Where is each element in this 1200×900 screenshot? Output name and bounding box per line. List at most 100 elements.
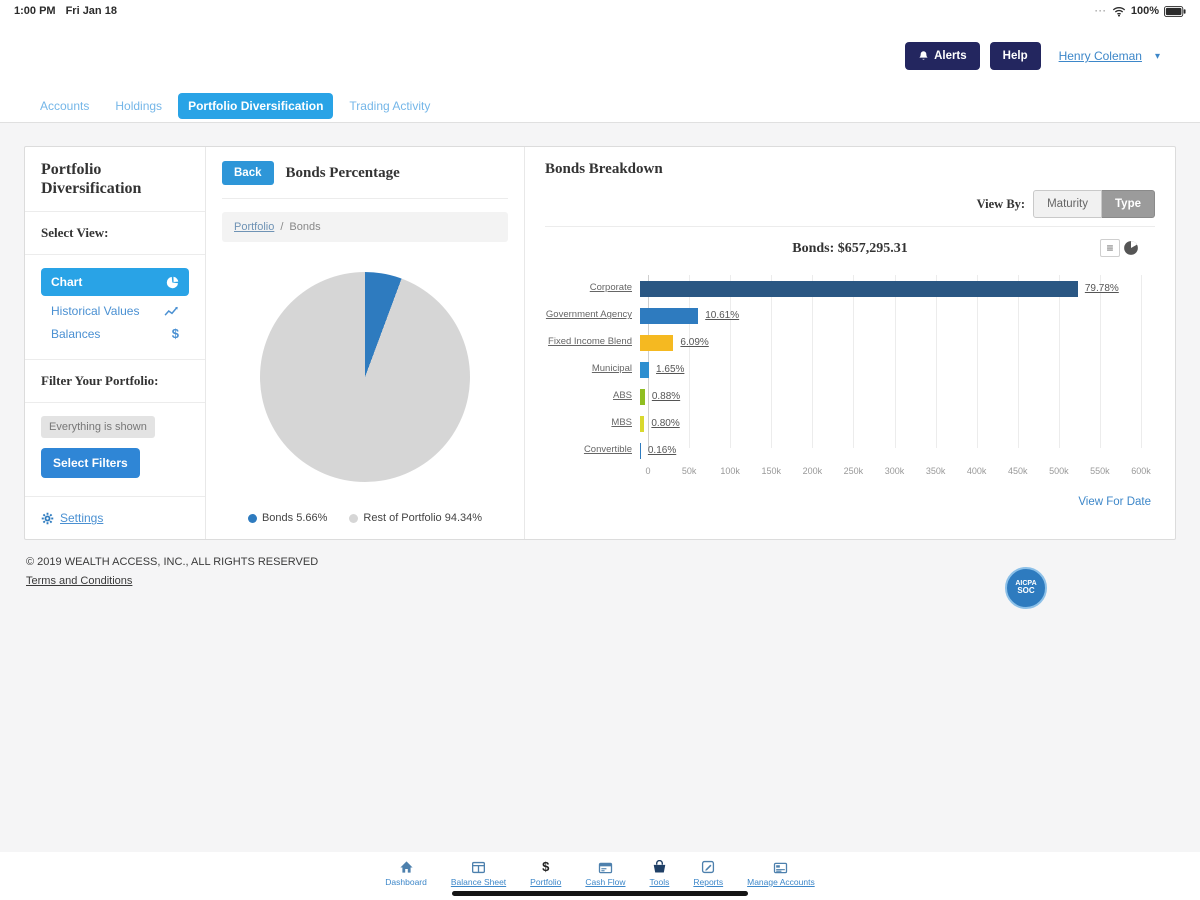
bar-category-link[interactable]: MBS [611,417,632,429]
breadcrumb-separator: / [280,221,284,233]
gridline [1017,275,1019,448]
home-icon [399,858,414,874]
bar-fixed-income-blend[interactable] [640,334,674,351]
bar-zone: 0.16% [640,442,1141,459]
bonds-breakdown-title: Bonds Breakdown [545,161,663,177]
tab-accounts[interactable]: Accounts [40,99,90,113]
bar-row-fixed-income-blend: Fixed Income Blend 6.09% [545,329,1155,356]
alerts-label: Alerts [934,50,967,62]
view-by-type[interactable]: Type [1102,190,1155,218]
bar-zone: 1.65% [640,361,1141,378]
user-name: Henry Coleman [1058,49,1142,63]
view-list: Chart Historical Values Balances $ [25,255,205,361]
x-tick-label: 500k [1049,466,1069,476]
tab-trading-activity[interactable]: Trading Activity [349,99,431,113]
bar-category-link[interactable]: Convertible [583,444,632,456]
x-tick-label: 300k [884,466,905,476]
user-menu[interactable]: Henry Coleman [1059,49,1142,63]
bottom-nav-balance-sheet[interactable]: Balance Sheet [451,858,506,887]
x-tick-label: 600k [1131,466,1151,476]
legend-item[interactable]: Rest of Portfolio 94.34% [349,512,482,524]
bar-percent-link[interactable]: 0.88% [651,391,681,402]
bar-convertible[interactable] [640,442,641,459]
balance-sheet-icon [471,858,486,874]
gridline [771,275,773,448]
bar-government-agency[interactable] [640,307,699,324]
help-label: Help [1002,50,1028,62]
view-by-maturity[interactable]: Maturity [1033,190,1102,218]
gridline [894,275,896,448]
bar-percent-link[interactable]: 10.61% [705,310,740,321]
tab-holdings[interactable]: Holdings [115,99,163,113]
gridline [812,275,814,448]
bottom-nav-cash-flow[interactable]: Cash Flow [585,858,626,887]
alerts-button[interactable]: Alerts [905,42,980,70]
x-tick-label: 350k [925,466,946,476]
bar-category-link[interactable]: Fixed Income Blend [548,336,632,348]
bar-category-link[interactable]: Municipal [591,363,632,375]
view-by-label: View By: [976,196,1026,211]
pie-chart[interactable] [260,272,470,482]
bar-corporate[interactable] [640,280,1078,297]
gridline [976,275,978,448]
help-button[interactable]: Help [989,42,1041,70]
home-indicator[interactable] [452,891,748,896]
bar-mbs[interactable] [640,415,645,432]
chevron-down-icon: ▾ [1154,50,1160,62]
wifi-icon [1112,6,1126,17]
view-for-date-link[interactable]: View For Date [1078,496,1151,508]
bottom-nav-manage-accounts[interactable]: Manage Accounts [747,858,815,887]
x-tick-label: 250k [843,466,864,476]
view-label: Balances [51,326,101,341]
bottom-nav-tools[interactable]: Tools [649,858,670,887]
sidebar: Portfolio Diversification Select View: C… [25,147,205,539]
filter-portfolio-label: Filter Your Portfolio: [41,373,159,389]
breadcrumb-portfolio-link[interactable]: Portfolio [234,221,275,233]
bar-category-link[interactable]: Corporate [589,282,632,294]
bar-zone: 6.09% [640,334,1141,351]
bar-plot: Corporate 79.78% Government Agency 10.61% Fi… [545,275,1155,464]
tools-icon [652,858,667,874]
back-button[interactable]: Back [222,161,274,185]
bonds-breakdown-panel: Bonds Breakdown View By: Maturity Type Bo… [525,147,1175,539]
tab-portfolio-diversification[interactable]: Portfolio Diversification [178,93,334,119]
chart-type-icon[interactable] [1123,239,1141,257]
bar-percent-link[interactable]: 79.78% [1084,283,1119,294]
status-bar: 1:00 PM Fri Jan 18 ··· 100% [0,0,1200,22]
bar-category-link[interactable]: Government Agency [545,309,632,321]
view-button-chart[interactable]: Chart [41,268,189,297]
view-link-historical-values[interactable]: Historical Values [41,296,189,318]
reports-icon [701,858,715,874]
chart-menu-icon[interactable]: ≡ [1100,239,1120,257]
legend-dot-icon [349,513,359,523]
bar-municipal[interactable] [640,361,650,378]
bottom-nav-dashboard[interactable]: Dashboard [385,858,427,887]
settings-link[interactable]: Settings [60,511,104,526]
bottom-nav-portfolio[interactable]: $ Portfolio [530,858,561,887]
view-link-balances[interactable]: Balances $ [41,318,189,341]
bar-percent-link[interactable]: 6.09% [680,337,709,348]
footer: © 2019 WEALTH ACCESS, INC., ALL RIGHTS R… [26,556,1174,589]
bar-percent-link[interactable]: 1.65% [656,364,685,375]
gridline [689,275,691,448]
bottom-nav-reports[interactable]: Reports [693,858,723,887]
copyright-text: © 2019 WEALTH ACCESS, INC., ALL RIGHTS R… [26,556,319,569]
bottom-nav-label: Portfolio [530,877,562,887]
battery-icon [1164,5,1186,17]
nav-tabs: Accounts Holdings Portfolio Diversificatio… [0,90,1200,123]
select-filters-button[interactable]: Select Filters [41,448,140,479]
x-tick-label: 200k [802,466,823,476]
bar-category-link[interactable]: ABS [612,390,632,402]
x-tick-label: 0 [645,466,651,476]
bar-percent-link[interactable]: 0.80% [651,418,680,429]
x-tick-label: 50k [681,466,697,476]
manage-accounts-icon [773,858,788,874]
pie-legend: Bonds 5.66% Rest of Portfolio 94.34% [222,512,508,524]
bar-chart: Bonds: $657,295.31 ≡ Corporate 79.78% Gove… [545,239,1155,478]
bottom-nav-label: Tools [649,877,670,887]
bar-percent-link[interactable]: 0.16% [647,445,677,456]
legend-item[interactable]: Bonds 5.66% [247,512,327,524]
terms-link[interactable]: Terms and Conditions [26,575,133,588]
aicpa-soc-badge: AICPA SOC [1005,567,1047,609]
bar-abs[interactable] [640,388,645,405]
